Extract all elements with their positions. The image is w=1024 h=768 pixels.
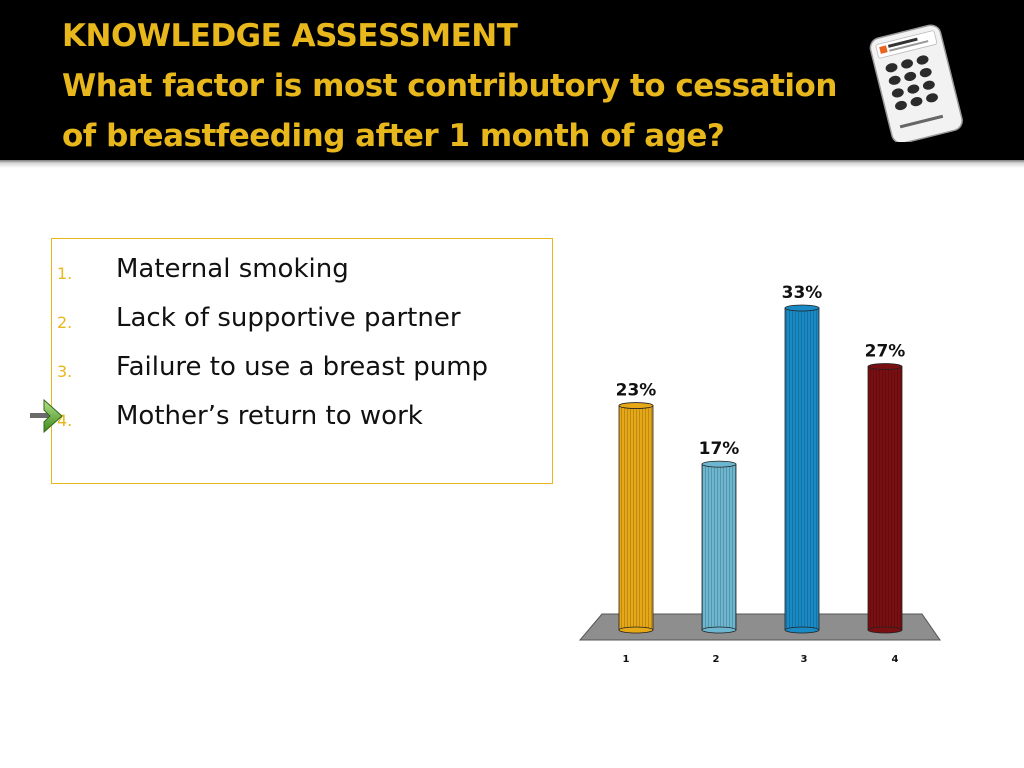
- bar-3: [784, 304, 820, 634]
- correct-answer-arrow-icon: [30, 398, 63, 434]
- question-line-2: of breastfeeding after 1 month of age?: [62, 118, 725, 154]
- answer-text: Maternal smoking: [116, 254, 349, 284]
- answer-option-3: 3. Failure to use a breast pump: [57, 352, 547, 388]
- category-tick-label: 2: [713, 654, 720, 665]
- clicker-remote-icon: [869, 24, 963, 142]
- header-bar: [0, 0, 1024, 160]
- header-divider: [0, 160, 1024, 168]
- category-tick-label: 1: [623, 654, 630, 665]
- slide-title: KNOWLEDGE ASSESSMENT: [62, 18, 518, 54]
- bar-2: [701, 460, 737, 634]
- answer-text: Mother’s return to work: [116, 401, 423, 431]
- question-line-1: What factor is most contributory to cess…: [62, 68, 837, 104]
- answer-option-1: 1. Maternal smoking: [57, 254, 547, 290]
- category-tick-label: 3: [801, 654, 808, 665]
- bar-4: [867, 363, 903, 634]
- bar-value-label: 33%: [782, 283, 823, 303]
- response-bar-chart: 23% 17% 33% 27% 1 2 3 4: [578, 283, 941, 665]
- bar-value-label: 27%: [865, 342, 906, 362]
- answer-text: Lack of supportive partner: [116, 303, 461, 333]
- bar-value-label: 23%: [616, 381, 657, 401]
- answer-text: Failure to use a breast pump: [116, 352, 489, 382]
- answer-number: 2.: [57, 313, 73, 332]
- answer-option-2: 2. Lack of supportive partner: [57, 303, 547, 339]
- bar-1: [618, 402, 654, 634]
- category-tick-label: 4: [892, 654, 899, 665]
- answer-number: 1.: [57, 264, 73, 283]
- answer-number: 3.: [57, 362, 73, 381]
- answer-options-box: [51, 238, 553, 484]
- answer-option-4: 4. Mother’s return to work: [57, 401, 547, 437]
- bar-value-label: 17%: [699, 439, 740, 459]
